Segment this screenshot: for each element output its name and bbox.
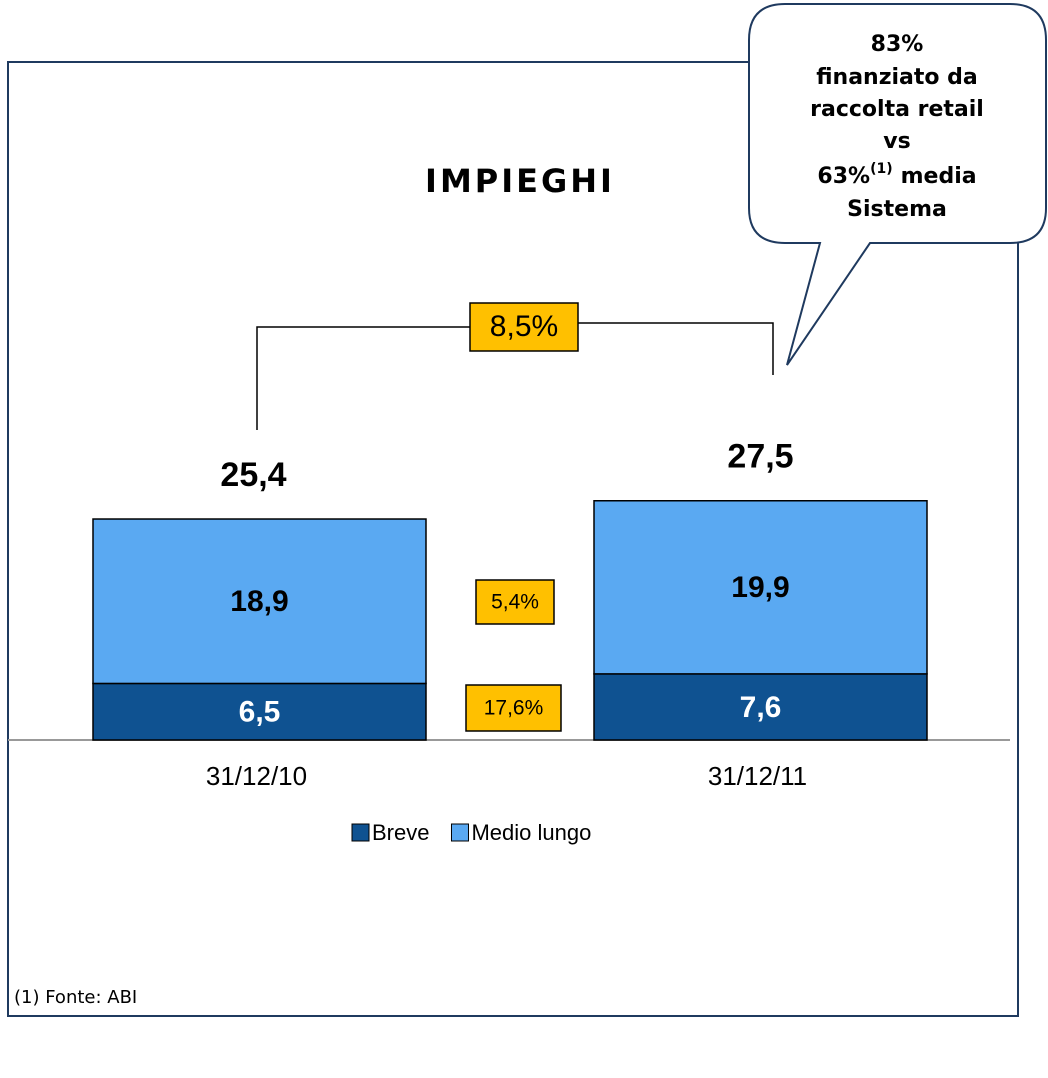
- bar: [593, 673, 928, 741]
- legend-swatch: [450, 823, 469, 842]
- x-tick-label: 31/12/10: [206, 761, 307, 791]
- x-tick-label: 31/12/11: [708, 761, 807, 791]
- callout-line: 63%(1) media: [817, 161, 976, 189]
- callout-line: raccolta retail: [810, 97, 984, 122]
- growth-label: 17,6%: [484, 697, 544, 720]
- legend-label: Medio lungo: [471, 820, 591, 845]
- chart-title: IMPIEGHI: [425, 162, 615, 200]
- callout-line: vs: [883, 129, 910, 154]
- callout-ref-note: (1): [870, 161, 893, 177]
- growth-box: [465, 684, 562, 732]
- total-label: 27,5: [727, 438, 793, 476]
- legend-swatch: [351, 823, 370, 842]
- legend-label: Breve: [372, 820, 429, 845]
- callout-line: 83%: [871, 32, 924, 57]
- callout-text: 83% finanziato da raccolta retail vs 63%…: [810, 32, 984, 222]
- frame: [7, 61, 1019, 1017]
- bar-value-label: 6,5: [239, 696, 281, 729]
- callout-bubble: [748, 3, 1047, 366]
- callout-ref-rest: media: [901, 164, 977, 189]
- growth-label: 8,5%: [490, 310, 558, 343]
- bar: [593, 500, 928, 675]
- bar-value-label: 18,9: [230, 585, 288, 618]
- total-label: 25,4: [220, 456, 286, 494]
- callout-line: Sistema: [847, 197, 947, 222]
- bracket: [256, 326, 470, 430]
- footnote: (1) Fonte: ABI: [14, 987, 137, 1008]
- growth-label: 5,4%: [491, 591, 539, 614]
- bar-value-label: 7,6: [740, 691, 782, 724]
- growth-box: [475, 579, 555, 625]
- bracket: [578, 322, 774, 375]
- bar-value-label: 19,9: [731, 571, 789, 604]
- callout-line: finanziato da: [816, 65, 978, 90]
- growth-box: [469, 302, 579, 352]
- callout-ref-value: 63%: [817, 164, 870, 189]
- bar: [92, 518, 427, 685]
